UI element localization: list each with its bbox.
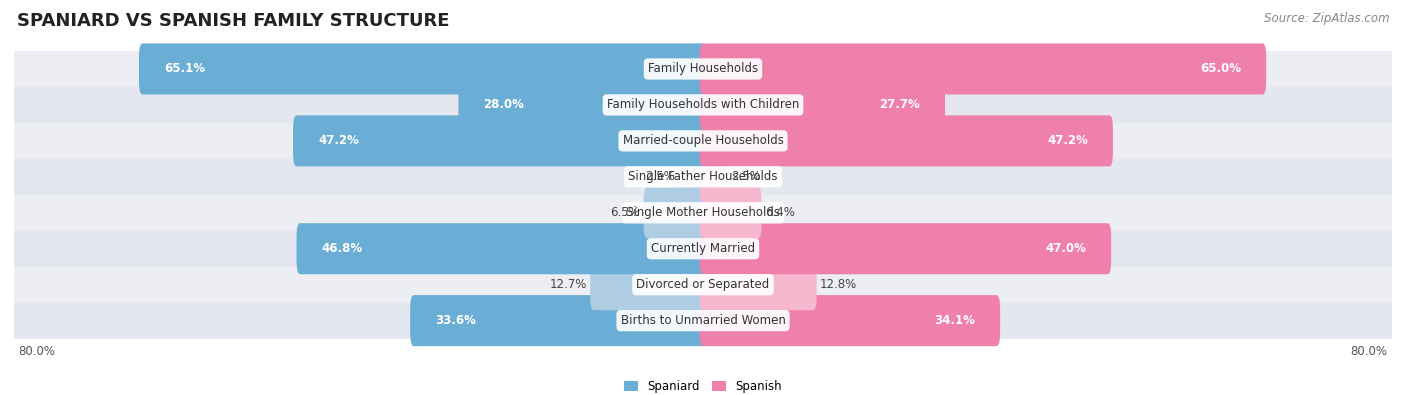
Legend: Spaniard, Spanish: Spaniard, Spanish <box>624 380 782 393</box>
FancyBboxPatch shape <box>14 267 1392 303</box>
Text: 65.0%: 65.0% <box>1201 62 1241 75</box>
FancyBboxPatch shape <box>14 123 1392 159</box>
FancyBboxPatch shape <box>700 259 817 310</box>
Text: 12.8%: 12.8% <box>820 278 858 291</box>
Text: 80.0%: 80.0% <box>1351 345 1388 358</box>
Text: Currently Married: Currently Married <box>651 242 755 255</box>
FancyBboxPatch shape <box>700 223 1111 274</box>
FancyBboxPatch shape <box>14 303 1392 339</box>
FancyBboxPatch shape <box>292 115 706 166</box>
Text: 12.7%: 12.7% <box>550 278 586 291</box>
Text: 47.2%: 47.2% <box>1047 134 1088 147</box>
Text: Married-couple Households: Married-couple Households <box>623 134 783 147</box>
FancyBboxPatch shape <box>458 79 706 130</box>
FancyBboxPatch shape <box>14 231 1392 267</box>
Text: 80.0%: 80.0% <box>18 345 55 358</box>
Text: 47.2%: 47.2% <box>318 134 359 147</box>
FancyBboxPatch shape <box>14 87 1392 123</box>
FancyBboxPatch shape <box>411 295 706 346</box>
Text: Single Father Households: Single Father Households <box>628 170 778 183</box>
Text: 47.0%: 47.0% <box>1045 242 1087 255</box>
FancyBboxPatch shape <box>14 51 1392 87</box>
Text: 2.5%: 2.5% <box>731 170 761 183</box>
FancyBboxPatch shape <box>700 151 728 202</box>
Text: Births to Unmarried Women: Births to Unmarried Women <box>620 314 786 327</box>
FancyBboxPatch shape <box>591 259 706 310</box>
Text: Family Households: Family Households <box>648 62 758 75</box>
Text: Divorced or Separated: Divorced or Separated <box>637 278 769 291</box>
FancyBboxPatch shape <box>644 187 706 238</box>
Text: 2.5%: 2.5% <box>645 170 675 183</box>
FancyBboxPatch shape <box>297 223 706 274</box>
Text: Single Mother Households: Single Mother Households <box>626 206 780 219</box>
FancyBboxPatch shape <box>139 43 706 94</box>
FancyBboxPatch shape <box>700 79 945 130</box>
FancyBboxPatch shape <box>700 187 762 238</box>
Text: 28.0%: 28.0% <box>484 98 524 111</box>
Text: 6.4%: 6.4% <box>765 206 794 219</box>
FancyBboxPatch shape <box>14 159 1392 195</box>
FancyBboxPatch shape <box>700 115 1114 166</box>
FancyBboxPatch shape <box>678 151 706 202</box>
Text: Family Households with Children: Family Households with Children <box>607 98 799 111</box>
FancyBboxPatch shape <box>700 295 1000 346</box>
Text: SPANIARD VS SPANISH FAMILY STRUCTURE: SPANIARD VS SPANISH FAMILY STRUCTURE <box>17 12 450 30</box>
Text: Source: ZipAtlas.com: Source: ZipAtlas.com <box>1264 12 1389 25</box>
FancyBboxPatch shape <box>14 195 1392 231</box>
Text: 27.7%: 27.7% <box>879 98 920 111</box>
Text: 34.1%: 34.1% <box>934 314 976 327</box>
FancyBboxPatch shape <box>700 43 1267 94</box>
Text: 46.8%: 46.8% <box>322 242 363 255</box>
Text: 6.5%: 6.5% <box>610 206 640 219</box>
Text: 65.1%: 65.1% <box>165 62 205 75</box>
Text: 33.6%: 33.6% <box>436 314 477 327</box>
